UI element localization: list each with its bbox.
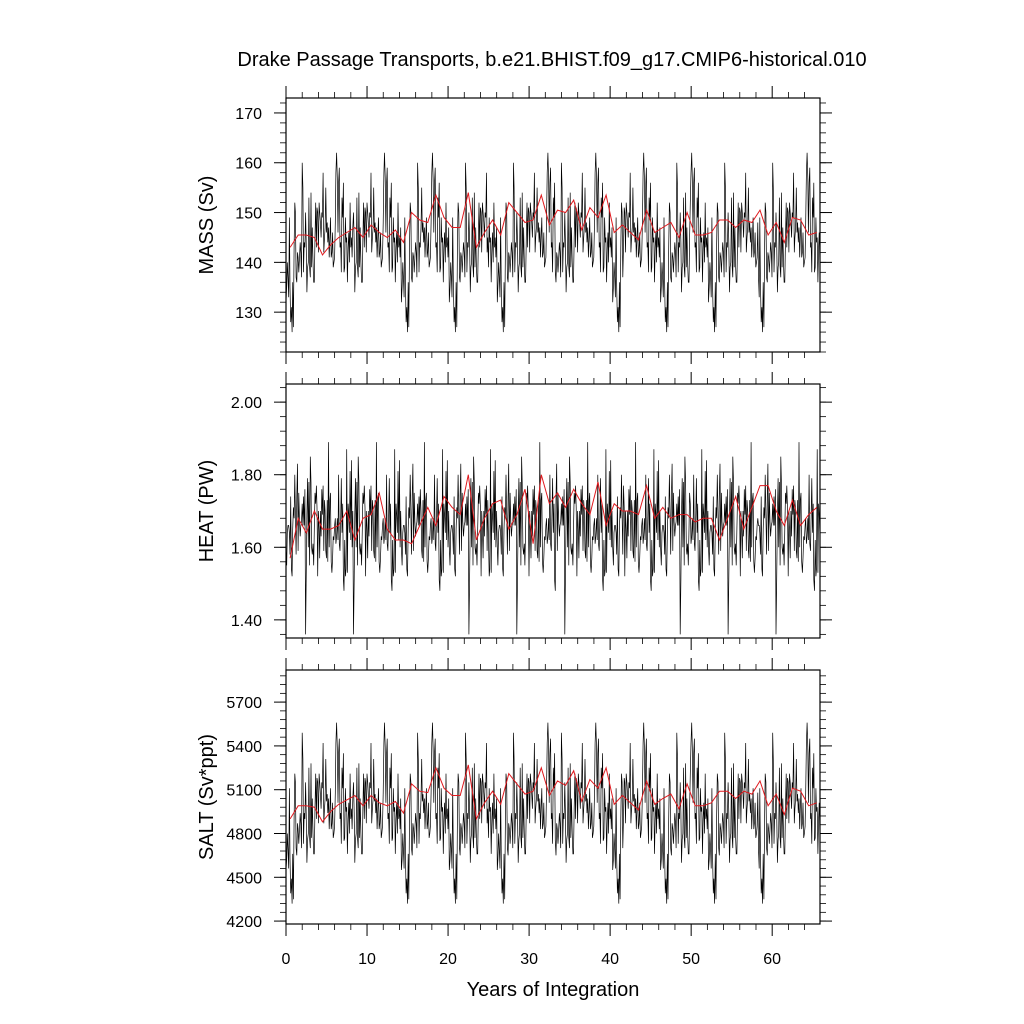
figure-title: Drake Passage Transports, b.e21.BHIST.f0…	[237, 49, 866, 71]
mass-panel: 130 140 150 160 170 MASS (Sv)	[196, 86, 832, 364]
mass-ytick-label: 170	[235, 106, 262, 123]
salt-ytick-label: 5100	[226, 783, 262, 800]
mass-annual-mean-line	[289, 192, 817, 256]
mass-y-axis-label: MASS (Sv)	[196, 176, 218, 275]
xtick-label: 10	[358, 951, 376, 968]
xtick-label: 0	[282, 951, 291, 968]
heat-monthly-series-line	[285, 442, 821, 635]
salt-annual-mean-line	[289, 764, 817, 823]
salt-panel: 4200 4500 4800 5100 5400 5700 SALT (Sv*ppt) 0 10…	[196, 658, 832, 968]
heat-ytick-label: 2.00	[231, 395, 262, 412]
mass-plot-frame	[285, 97, 821, 353]
heat-y-axis-label: HEAT (PW)	[196, 460, 218, 563]
mass-ytick-label: 150	[235, 206, 262, 223]
salt-monthly-series-line	[285, 722, 821, 904]
mass-ytick-label: 160	[235, 156, 262, 173]
mass-ytick-label: 130	[235, 305, 262, 322]
salt-y-axis-label: SALT (Sv*ppt)	[196, 734, 218, 860]
heat-ytick-label: 1.60	[231, 540, 262, 557]
heat-panel: 1.40 1.60 1.80 2.00 HEAT (PW)	[196, 372, 832, 650]
salt-ytick-label: 5700	[226, 695, 262, 712]
salt-ytick-label: 4500	[226, 870, 262, 887]
xtick-label: 40	[601, 951, 619, 968]
xtick-label: 30	[520, 951, 538, 968]
salt-plot-frame	[285, 669, 821, 925]
heat-ytick-label: 1.80	[231, 468, 262, 485]
heat-ytick-label: 1.40	[231, 613, 262, 630]
xtick-label: 50	[682, 951, 700, 968]
mass-ytick-label: 140	[235, 255, 262, 272]
salt-ytick-label: 4800	[226, 826, 262, 843]
salt-ytick-label: 4200	[226, 914, 262, 931]
mass-monthly-series-line	[285, 152, 821, 333]
xtick-label: 20	[439, 951, 457, 968]
heat-annual-mean-line	[289, 474, 818, 559]
salt-ytick-label: 5400	[226, 739, 262, 756]
x-axis-label: Years of Integration	[467, 979, 640, 1001]
heat-plot-frame	[285, 383, 821, 639]
xtick-label: 60	[763, 951, 781, 968]
